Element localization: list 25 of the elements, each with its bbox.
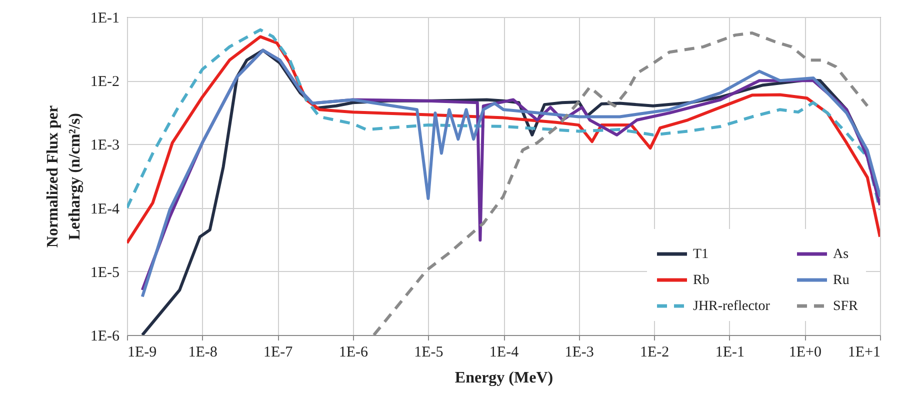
x-tick-label: 1E-4 (489, 344, 520, 360)
x-axis-title: Energy (MeV) (454, 370, 554, 386)
legend-label: As (833, 247, 849, 262)
legend-label: Ru (833, 273, 850, 288)
y-axis-title: Normalized Flux per Lethargy (n/cm²/s) (44, 105, 84, 248)
x-tick-label: 1E-1 (715, 344, 744, 360)
x-tick-label: 1E-2 (640, 344, 670, 360)
y-tick-label: 1E-5 (90, 264, 120, 281)
y-tick-label: 1E-3 (90, 138, 120, 154)
x-tick-label: 1E-8 (188, 344, 218, 360)
x-tick-label: 1E-7 (264, 344, 294, 360)
legend-label: Rb (693, 273, 710, 288)
y-tick-label: 1E-2 (90, 74, 120, 90)
x-tick-label: 1E-9 (128, 344, 157, 360)
x-tick-label: 1E-5 (414, 344, 444, 360)
y-tick-label: 1E-6 (90, 328, 120, 344)
x-tick-label: 1E-3 (564, 344, 594, 360)
x-tick-label: 1E+0 (788, 344, 822, 360)
legend-label: JHR-reflector (693, 299, 770, 314)
y-tick-label: 1E-1 (90, 10, 120, 26)
legend-label: SFR (833, 299, 859, 314)
legend-label: T1 (693, 247, 709, 262)
y-tick-label: 1E-4 (90, 201, 120, 218)
x-tick-label: 1E-6 (338, 344, 368, 360)
x-tick-label: 1E+1 (848, 344, 880, 360)
